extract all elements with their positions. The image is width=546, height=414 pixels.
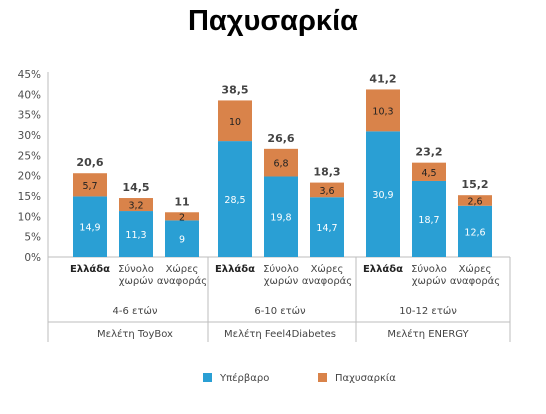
- bar-segment-overweight: [366, 131, 400, 257]
- category-label: Ελλάδα: [70, 263, 110, 275]
- data-label-obesity: 3,2: [128, 201, 143, 212]
- data-label-overweight: 14,9: [79, 223, 100, 234]
- data-label-obesity: 4,5: [421, 168, 436, 179]
- bar-segment-obesity: [119, 198, 153, 212]
- bar-segment-overweight: [165, 220, 199, 257]
- data-label-total: 18,3: [313, 166, 340, 179]
- bar-segment-obesity: [458, 195, 492, 206]
- y-tick-label: 25%: [18, 150, 41, 162]
- y-tick-label: 20%: [18, 171, 41, 183]
- category-label: Χώρες: [459, 263, 492, 275]
- data-label-obesity: 2: [179, 212, 185, 223]
- bar-segment-overweight: [310, 197, 344, 257]
- data-label-overweight: 11,3: [125, 230, 146, 241]
- category-label: χωρών: [412, 275, 447, 287]
- data-label-overweight: 18,7: [418, 215, 439, 226]
- y-tick-label: 15%: [18, 191, 41, 203]
- study-label: Μελέτη ENERGY: [387, 328, 469, 340]
- bar-segment-obesity: [412, 162, 446, 181]
- study-label: Μελέτη Feel4Diabetes: [224, 328, 336, 340]
- y-tick-label: 5%: [24, 232, 41, 244]
- y-tick-label: 35%: [18, 110, 41, 122]
- data-label-obesity: 3,6: [319, 186, 334, 197]
- bar-segment-overweight: [119, 211, 153, 257]
- age-group-label: 6-10 ετών: [254, 305, 306, 317]
- category-label: Σύνολο: [411, 263, 447, 275]
- category-label: χωρών: [119, 275, 154, 287]
- category-label: Χώρες: [311, 263, 344, 275]
- data-label-obesity: 6,8: [273, 159, 288, 170]
- data-label-overweight: 14,7: [316, 223, 337, 234]
- bar-segment-overweight: [218, 141, 252, 257]
- bar-segment-overweight: [412, 180, 446, 257]
- bar-segment-obesity: [73, 173, 107, 197]
- bar-segment-overweight: [264, 176, 298, 257]
- category-label: Χώρες: [166, 263, 199, 275]
- data-label-overweight: 9: [179, 235, 185, 246]
- bar-segment-obesity: [218, 100, 252, 142]
- y-tick-label: 45%: [18, 69, 41, 81]
- y-tick-label: 10%: [18, 211, 41, 223]
- y-tick-label: 40%: [18, 89, 41, 101]
- data-label-obesity: 5,7: [82, 181, 97, 192]
- legend-label: Παχυσαρκία: [335, 372, 396, 384]
- plot-area: 0% 5% 10% 15% 20% 25% 30% 35% 40% 45% 14,9 5,7 20,6 Ε…: [18, 69, 511, 384]
- data-label-overweight: 28,5: [224, 195, 245, 206]
- data-label-total: 26,6: [267, 132, 294, 145]
- chart-title: Παχυσαρκία: [188, 5, 358, 37]
- data-label-obesity: 10: [229, 117, 241, 128]
- bar-segment-overweight: [458, 205, 492, 257]
- data-label-total: 41,2: [369, 72, 396, 85]
- category-label: Ελλάδα: [215, 263, 255, 275]
- data-label-total: 38,5: [221, 83, 248, 96]
- bar-segment-obesity: [310, 182, 344, 198]
- legend-swatch: [318, 373, 327, 382]
- category-label: αναφοράς: [450, 275, 500, 287]
- data-label-obesity: 2,6: [467, 196, 482, 207]
- data-label-obesity: 10,3: [372, 106, 393, 117]
- data-label-overweight: 12,6: [464, 227, 485, 238]
- data-label-total: 15,2: [461, 178, 488, 191]
- data-label-total: 14,5: [122, 181, 149, 194]
- category-label: αναφοράς: [302, 275, 352, 287]
- data-label-total: 23,2: [415, 146, 442, 159]
- age-group-label: 10-12 ετών: [399, 305, 457, 317]
- data-label-total: 20,6: [76, 156, 103, 169]
- legend-swatch: [203, 373, 212, 382]
- y-tick-label: 30%: [18, 130, 41, 142]
- bar-segment-obesity: [264, 148, 298, 177]
- category-label: Σύνολο: [263, 263, 299, 275]
- data-label-total: 11: [174, 195, 189, 208]
- category-label: Ελλάδα: [363, 263, 403, 275]
- data-label-overweight: 30,9: [372, 190, 393, 201]
- data-label-overweight: 19,8: [270, 213, 291, 224]
- age-group-label: 4-6 ετών: [113, 305, 158, 317]
- legend-label: Υπέρβαρο: [219, 372, 269, 384]
- bar-segment-obesity: [366, 89, 400, 132]
- y-tick-label: 0%: [24, 252, 41, 264]
- category-label: χωρών: [264, 275, 299, 287]
- category-label: Σύνολο: [118, 263, 154, 275]
- bar-segment-overweight: [73, 196, 107, 257]
- bar-segment-obesity: [165, 212, 199, 221]
- study-label: Μελέτη ToyBox: [97, 328, 173, 340]
- category-label: αναφοράς: [157, 275, 207, 287]
